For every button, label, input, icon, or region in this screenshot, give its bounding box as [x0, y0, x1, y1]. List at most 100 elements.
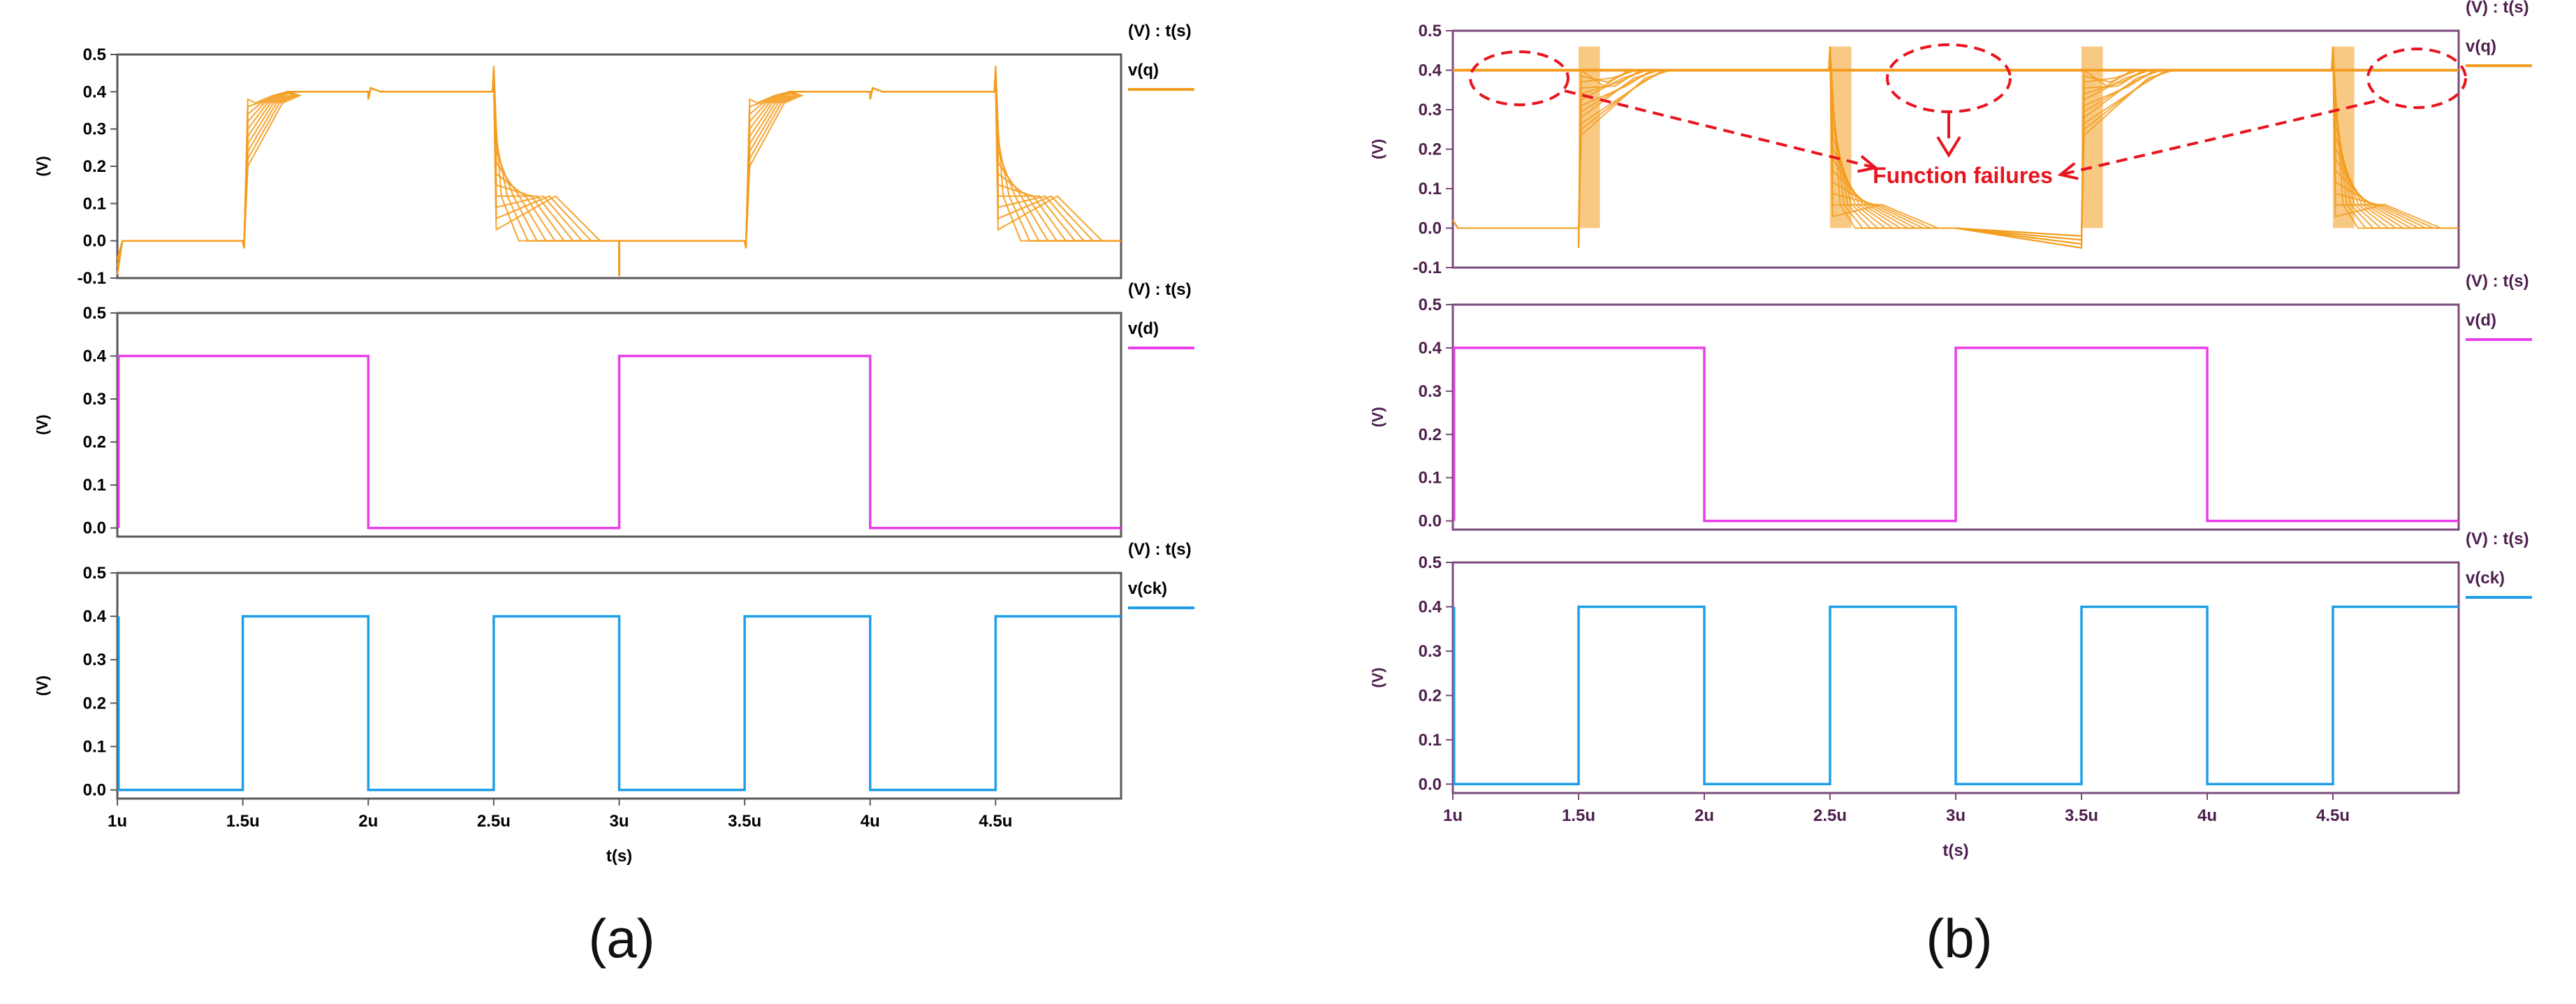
y-tick-label: 0.2 — [1419, 425, 1442, 444]
y-tick-label: 0.2 — [83, 694, 106, 713]
subplot-q: -0.1 0.0 0.1 0.2 0.3 0.4 0.5 (V) (V) : t(s) v(q) — [34, 22, 1194, 288]
y-tick-label: 0.1 — [83, 737, 106, 756]
y-tick-label: -0.1 — [78, 269, 106, 288]
arrow-head — [1936, 136, 1961, 158]
y-tick-label: 0.1 — [1419, 731, 1442, 750]
legend-label: v(q) — [2466, 37, 2496, 56]
x-tick-label: 3u — [1946, 806, 1966, 825]
legend-label: v(q) — [1128, 61, 1159, 80]
x-tick-label: 1u — [1443, 806, 1463, 825]
arrow-head — [1857, 154, 1879, 173]
q-edge-cluster — [1830, 46, 1852, 228]
subplot-ck: 0.0 0.1 0.2 0.3 0.4 0.5 (V) (V) : t(s) v(ck) 1u 1.… — [1369, 530, 2532, 860]
y-tick-label: 0.0 — [83, 232, 106, 251]
y-tick-label: 0.4 — [83, 347, 107, 366]
q-edge-cluster — [2081, 46, 2103, 228]
q-trace — [1452, 46, 2459, 249]
x-tick-label: 2.5u — [1813, 806, 1847, 825]
arrow-head — [2057, 162, 2079, 180]
plot-header: (V) : t(s) — [2466, 530, 2529, 548]
y-tick-label: 0.3 — [83, 120, 106, 139]
y-tick-label: 0.3 — [83, 650, 106, 669]
plot-header: (V) : t(s) — [1128, 540, 1192, 559]
x-tick-label: 1.5u — [226, 812, 260, 831]
q-trace — [116, 73, 1121, 268]
y-tick-label: 0.5 — [1419, 22, 1442, 41]
panel-caption: (a) — [588, 908, 654, 969]
x-tick-label: 2.5u — [477, 812, 511, 831]
y-axis-label: (V) — [1369, 407, 1386, 427]
failure-ellipse — [2366, 48, 2467, 109]
annotation-arrow — [1564, 89, 1876, 169]
subplot-q: -0.1 0.0 0.1 0.2 0.3 0.4 0.5 (V) (V) : t(s) v(q) — [1369, 0, 2532, 277]
q-trace — [1452, 46, 2459, 249]
y-tick-label: 0.5 — [83, 304, 106, 323]
y-tick-label: 0.0 — [83, 781, 106, 800]
x-tick-label: 4.5u — [979, 812, 1012, 831]
y-tick-label: 0.1 — [1419, 469, 1442, 488]
y-tick-label: 0.5 — [83, 45, 106, 64]
y-tick-label: 0.5 — [83, 564, 106, 583]
y-tick-label: 0.2 — [1419, 140, 1442, 159]
y-axis-label: (V) — [34, 156, 51, 176]
x-tick-label: 1.5u — [1562, 806, 1595, 825]
y-axis-label: (V) — [34, 414, 51, 435]
plot-header: (V) : t(s) — [2466, 272, 2529, 291]
y-tick-label: 0.4 — [1419, 61, 1442, 80]
failure-ellipse — [1886, 43, 2012, 113]
q-trace — [1452, 46, 2459, 249]
y-tick-label: 0.0 — [1419, 775, 1442, 794]
plot-header: (V) : t(s) — [2466, 0, 2529, 17]
y-tick-label: 0.3 — [83, 390, 106, 409]
x-tick-label: 4.5u — [2316, 806, 2350, 825]
failure-ellipse — [1469, 50, 1569, 106]
y-tick-label: 0.4 — [83, 82, 107, 101]
panel-caption: (b) — [1926, 908, 1992, 969]
y-tick-label: 0.0 — [1419, 512, 1442, 531]
y-tick-label: -0.1 — [1413, 259, 1442, 277]
panel-b: -0.1 0.0 0.1 0.2 0.3 0.4 0.5 (V) (V) : t(s) v(q) 0… — [1369, 0, 2532, 969]
x-tick-label: 1u — [108, 812, 127, 831]
y-axis-label: (V) — [1369, 139, 1386, 159]
annotation-label: Function failures — [1873, 163, 2053, 188]
x-tick-label: 3u — [609, 812, 629, 831]
series-line-d — [117, 354, 1121, 530]
y-tick-label: 0.2 — [1419, 686, 1442, 705]
plot-header: (V) : t(s) — [1128, 22, 1192, 41]
q-edge-cluster — [1579, 46, 1600, 228]
y-tick-label: 0.1 — [83, 476, 106, 495]
plot-frame — [1451, 29, 2460, 269]
y-axis-label: (V) — [34, 676, 51, 696]
plot-frame — [1451, 303, 2460, 531]
x-axis-label: t(s) — [1942, 841, 1968, 860]
panel-a: -0.1 0.0 0.1 0.2 0.3 0.4 0.5 (V) (V) : t(s) v(q) 0… — [34, 22, 1194, 969]
y-tick-label: 0.0 — [83, 519, 106, 538]
y-tick-label: 0.3 — [1419, 101, 1442, 119]
x-tick-label: 2u — [1695, 806, 1714, 825]
y-tick-label: 0.5 — [1419, 296, 1442, 314]
y-tick-label: 0.4 — [83, 607, 107, 626]
y-tick-label: 0.3 — [1419, 382, 1442, 401]
x-tick-label: 3.5u — [728, 812, 761, 831]
x-tick-label: 4u — [2197, 806, 2217, 825]
y-tick-label: 0.4 — [1419, 339, 1442, 358]
y-tick-label: 0.2 — [83, 433, 106, 452]
series-line-d — [1453, 347, 2459, 523]
plot-frame — [116, 312, 1122, 538]
legend-label: v(d) — [1128, 319, 1159, 338]
legend-label: v(ck) — [2466, 569, 2505, 588]
y-tick-label: 0.3 — [1419, 642, 1442, 661]
x-tick-label: 2u — [358, 812, 378, 831]
x-axis-label: t(s) — [606, 847, 632, 866]
y-tick-label: 0.4 — [1419, 597, 1442, 616]
subplot-d: 0.0 0.1 0.2 0.3 0.4 0.5 (V) (V) : t(s) v(d) — [34, 280, 1194, 538]
series-line-ck — [1453, 605, 2459, 786]
q-trace — [116, 82, 1121, 275]
legend-label: v(d) — [2466, 311, 2496, 330]
y-tick-label: 0.0 — [1419, 219, 1442, 238]
annotation-arrow — [2060, 100, 2376, 176]
subplot-d: 0.0 0.1 0.2 0.3 0.4 0.5 (V) (V) : t(s) v(d) — [1369, 272, 2532, 531]
y-tick-label: 0.2 — [83, 157, 106, 176]
y-axis-label: (V) — [1369, 667, 1386, 687]
